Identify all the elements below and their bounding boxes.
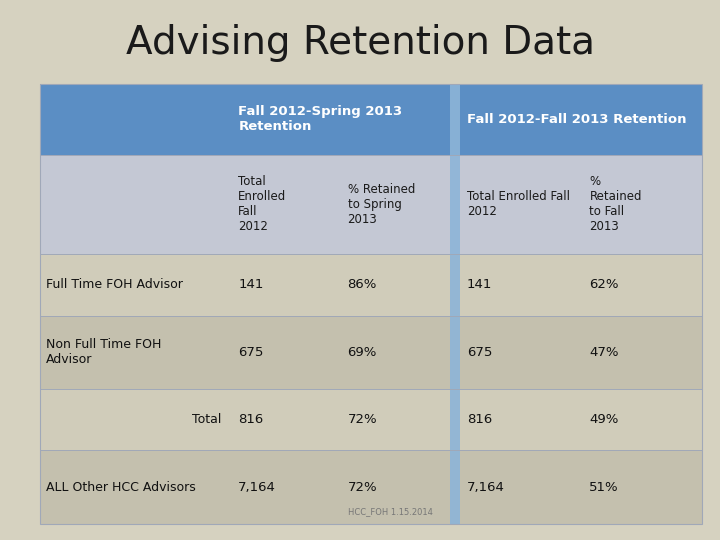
Text: 141: 141 (238, 278, 264, 291)
Text: 62%: 62% (590, 278, 619, 291)
Text: 141: 141 (467, 278, 492, 291)
Bar (450, 84, 460, 154)
Text: 47%: 47% (590, 346, 619, 359)
Text: HCC_FOH 1.15.2014: HCC_FOH 1.15.2014 (348, 507, 433, 516)
Text: ALL Other HCC Advisors: ALL Other HCC Advisors (46, 481, 196, 494)
Text: 816: 816 (467, 413, 492, 426)
Text: Fall 2012-Spring 2013
Retention: Fall 2012-Spring 2013 Retention (238, 105, 402, 133)
Text: % Retained
to Spring
2013: % Retained to Spring 2013 (348, 183, 415, 226)
Text: 675: 675 (238, 346, 264, 359)
Text: Full Time FOH Advisor: Full Time FOH Advisor (46, 278, 183, 291)
Text: 7,164: 7,164 (467, 481, 505, 494)
Text: 816: 816 (238, 413, 264, 426)
Text: 49%: 49% (590, 413, 618, 426)
Text: Advising Retention Data: Advising Retention Data (125, 24, 595, 62)
Text: 72%: 72% (348, 481, 377, 494)
Bar (450, 450, 460, 524)
Text: 72%: 72% (348, 413, 377, 426)
Bar (450, 315, 460, 389)
Text: 675: 675 (467, 346, 492, 359)
Text: Total Enrolled Fall
2012: Total Enrolled Fall 2012 (467, 191, 570, 218)
Text: Total
Enrolled
Fall
2012: Total Enrolled Fall 2012 (238, 176, 287, 233)
Text: Total: Total (192, 413, 222, 426)
Text: 51%: 51% (590, 481, 619, 494)
Text: %
Retained
to Fall
2013: % Retained to Fall 2013 (590, 176, 642, 233)
Bar (450, 254, 460, 315)
Bar (450, 389, 460, 450)
Bar (450, 154, 460, 254)
Text: Non Full Time FOH
Advisor: Non Full Time FOH Advisor (46, 338, 161, 366)
Text: 7,164: 7,164 (238, 481, 276, 494)
Text: 86%: 86% (348, 278, 377, 291)
Text: Fall 2012-Fall 2013 Retention: Fall 2012-Fall 2013 Retention (467, 113, 686, 126)
Text: 69%: 69% (348, 346, 377, 359)
